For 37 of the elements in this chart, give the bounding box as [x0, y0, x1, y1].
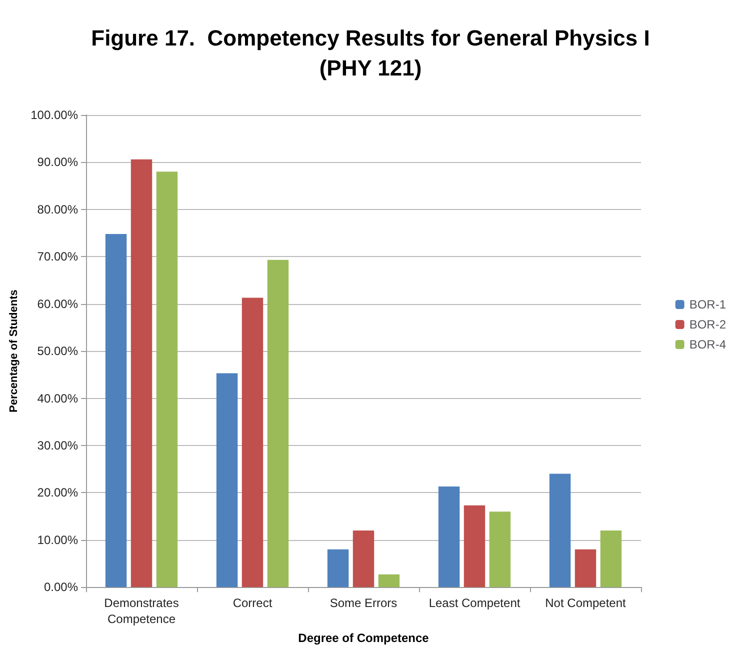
x-axis-title: Degree of Competence — [298, 631, 430, 645]
y-tick-label: 40.00% — [37, 391, 78, 406]
bar — [438, 486, 460, 588]
y-tick-label: 20.00% — [37, 486, 78, 500]
bar — [574, 549, 596, 588]
bar — [267, 260, 289, 588]
bar — [130, 159, 152, 588]
legend-label: BOR-1 — [689, 298, 726, 312]
y-tick-label: 60.00% — [37, 296, 78, 311]
bar — [489, 512, 511, 588]
y-tick-label: 90.00% — [37, 155, 78, 170]
legend-label: BOR-4 — [689, 338, 726, 352]
chart-title: Figure 17. Competency Results for General Physics I (PHY 121) — [91, 26, 650, 80]
legend-label: BOR-2 — [689, 318, 726, 332]
y-tick-label: 30.00% — [37, 438, 78, 452]
x-tick-label: Some Errors — [330, 596, 398, 610]
y-tick-label: 80.00% — [37, 202, 78, 216]
y-axis-title: Percentage of Students — [8, 290, 20, 412]
y-tick-label: 50.00% — [37, 344, 78, 358]
x-tick-label: Least Competent — [428, 596, 521, 610]
bar — [105, 234, 127, 588]
y-tick-label: 0.00% — [44, 580, 78, 594]
bar — [464, 505, 486, 588]
bar — [352, 530, 374, 588]
bar — [216, 373, 238, 588]
y-tick-label: 10.00% — [37, 532, 78, 547]
x-tick-label: Correct — [232, 596, 273, 610]
bar — [378, 574, 400, 588]
bar — [242, 298, 264, 588]
y-tick-label: 100.00% — [30, 108, 78, 122]
bar — [549, 474, 571, 588]
y-tick-label: 70.00% — [37, 250, 78, 264]
bar — [600, 530, 622, 588]
x-tick-label: Demonstrates Competence — [104, 596, 179, 626]
x-tick-label: Not Competent — [545, 596, 627, 610]
bar — [156, 172, 178, 588]
bar — [327, 549, 349, 588]
